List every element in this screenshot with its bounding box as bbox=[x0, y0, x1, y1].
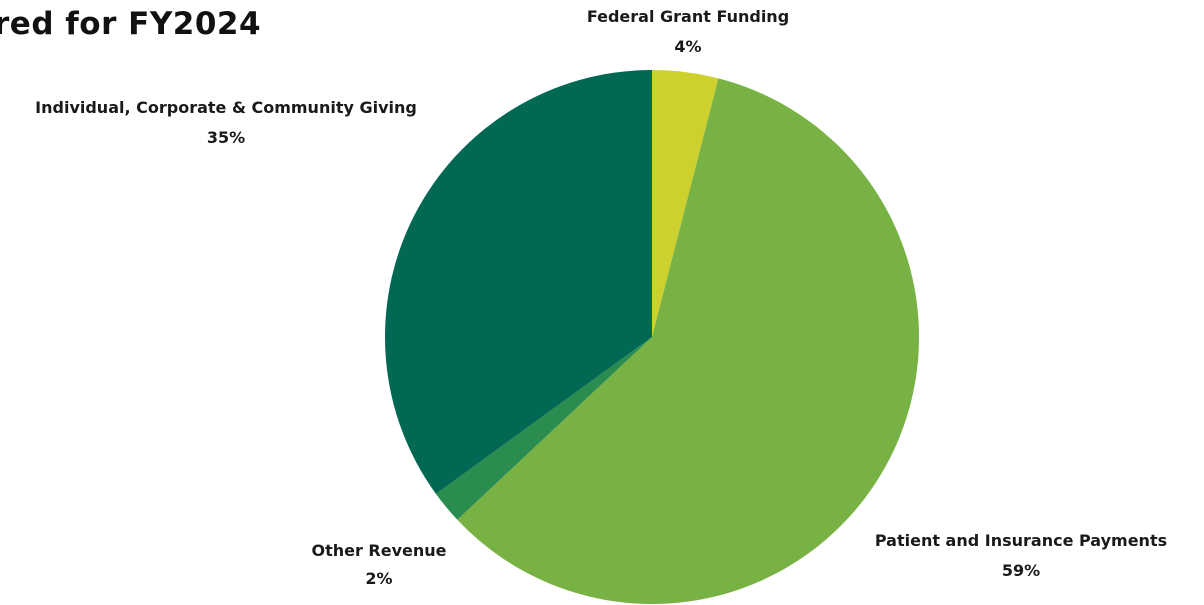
slice-label-other-revenue: Other Revenue 2% bbox=[311, 541, 446, 588]
pie-slice-patient-and-insurance-payments bbox=[457, 78, 920, 605]
pie-slice-other-revenue bbox=[435, 337, 652, 520]
slice-label-patient-and-insurance-payments: Patient and Insurance Payments 59% bbox=[875, 531, 1167, 580]
slice-label-name: Individual, Corporate & Community Giving bbox=[35, 98, 417, 117]
pie-slices bbox=[384, 70, 920, 605]
slice-label-name: Patient and Insurance Payments bbox=[875, 531, 1167, 550]
pie-slice-federal-grant-funding bbox=[652, 70, 719, 337]
slice-label-federal-grant-funding: Federal Grant Funding 4% bbox=[587, 7, 789, 56]
slice-label-percent: 59% bbox=[1002, 561, 1040, 580]
slice-label-name: Other Revenue bbox=[311, 541, 446, 560]
page-title: red for FY2024 bbox=[0, 6, 262, 42]
pie-slice-individual-corporate-community-giving bbox=[384, 70, 652, 494]
slice-label-individual-corporate-community-giving: Individual, Corporate & Community Giving… bbox=[35, 98, 417, 147]
slice-label-name: Federal Grant Funding bbox=[587, 7, 789, 26]
slice-label-percent: 4% bbox=[674, 37, 701, 56]
slice-label-percent: 2% bbox=[365, 569, 392, 588]
slice-label-percent: 35% bbox=[207, 128, 245, 147]
